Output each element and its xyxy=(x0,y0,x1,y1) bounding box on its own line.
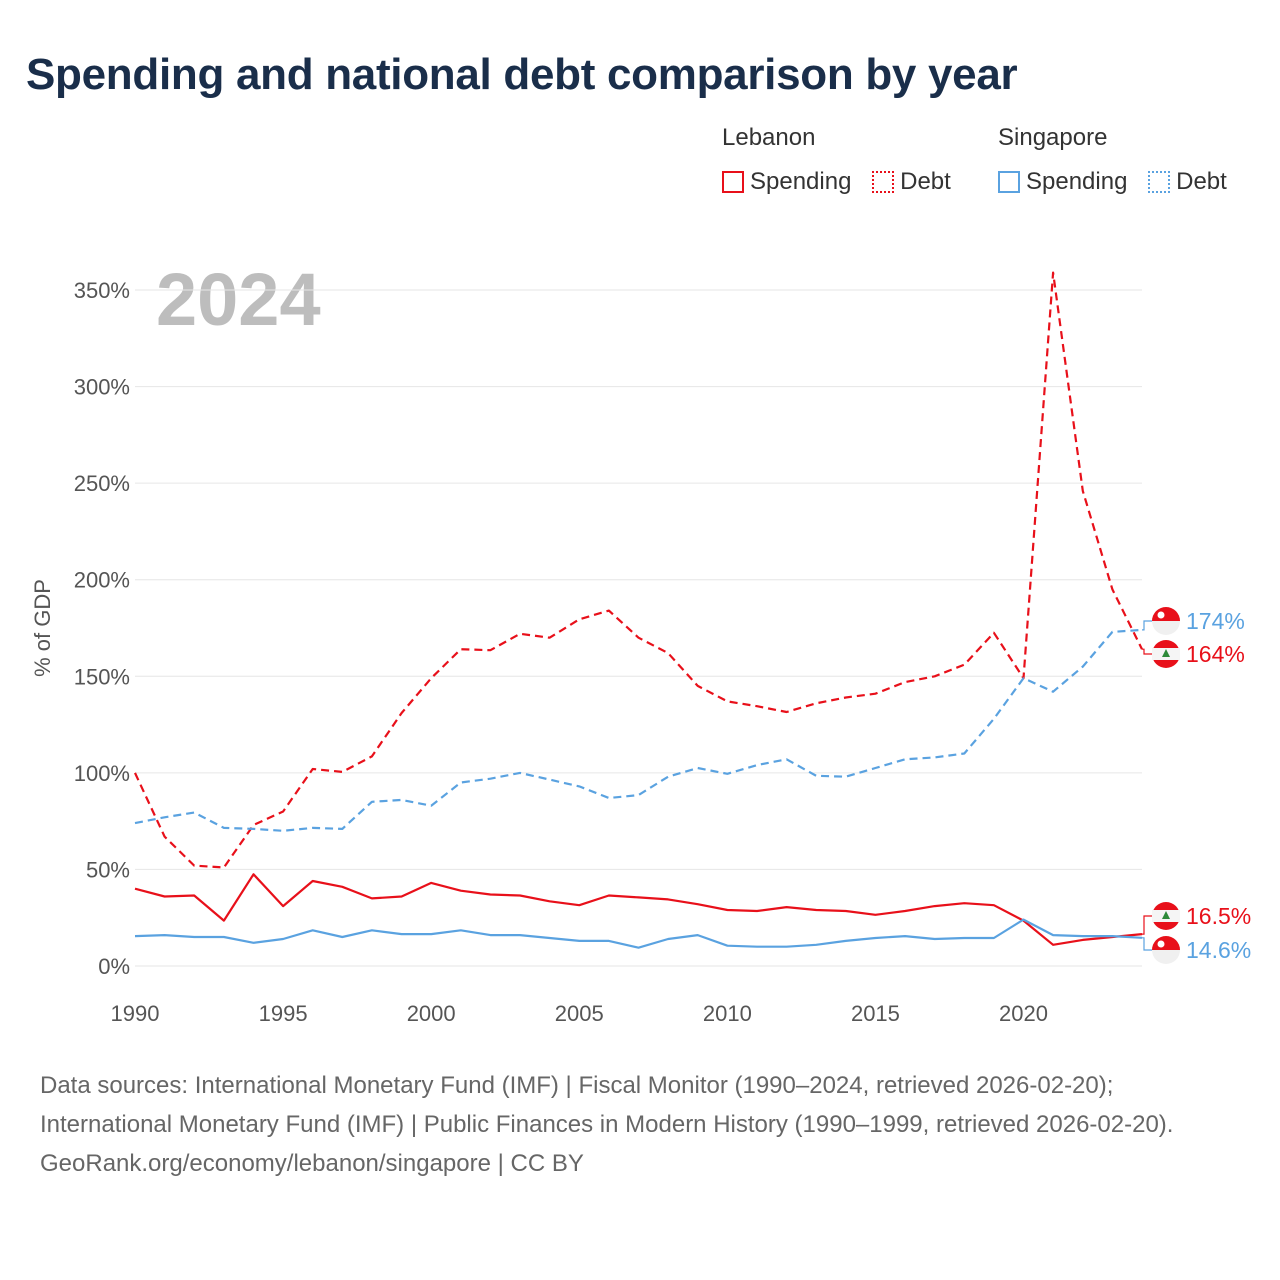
footer: Data sources: International Monetary Fun… xyxy=(40,1066,1240,1183)
x-tick-label: 2020 xyxy=(999,1001,1048,1026)
legend-lebanon-debt[interactable]: Debt xyxy=(872,168,951,196)
legend-swatch-singapore-debt xyxy=(1148,171,1171,193)
year-watermark: 2024 xyxy=(156,258,321,341)
end-label-lebanon-debt: 164% xyxy=(1186,641,1245,667)
series-line-singapore-debt xyxy=(134,628,1143,832)
legend-singapore-debt[interactable]: Debt xyxy=(1148,168,1227,196)
singapore-flag-crescent xyxy=(1157,940,1165,948)
legend-singapore-spending-label: Spending xyxy=(1026,168,1128,195)
line-chart: 2024 0% 50% 100% 150% 200% 250% 300% 350% 1990 199… xyxy=(30,258,1251,1026)
legend-singapore: Singapore Spending Debt xyxy=(998,124,1241,200)
connector-lebanon-spending xyxy=(1142,915,1152,935)
end-label-lebanon-spending: 16.5% xyxy=(1186,903,1251,929)
legend-swatch-lebanon-debt xyxy=(872,171,895,193)
legend-singapore-debt-label: Debt xyxy=(1176,168,1227,195)
footer-credit[interactable]: GeoRank.org/economy/lebanon/singapore | … xyxy=(40,1150,584,1177)
legend-lebanon-spending-label: Spending xyxy=(750,168,852,195)
x-tick-label: 1990 xyxy=(111,1001,160,1026)
singapore-flag-crescent xyxy=(1157,611,1165,619)
singapore-flag-red-half xyxy=(1152,936,1180,950)
connector-lebanon-debt xyxy=(1142,648,1152,655)
y-tick-label: 200% xyxy=(74,568,130,593)
legend-swatch-singapore-spending xyxy=(998,171,1020,193)
series-line-singapore-spending xyxy=(134,918,1143,949)
legend-lebanon-title: Lebanon xyxy=(722,124,816,151)
y-tick-label: 350% xyxy=(74,278,130,303)
y-tick-label: 50% xyxy=(86,857,130,882)
footer-sources: Data sources: International Monetary Fun… xyxy=(40,1072,1174,1138)
lebanon-flag-cedar xyxy=(1162,649,1170,657)
y-tick-label: 100% xyxy=(74,761,130,786)
end-label-singapore-spending: 14.6% xyxy=(1186,937,1251,963)
chart-title: Spending and national debt comparison by… xyxy=(26,50,1018,99)
legend-singapore-spending[interactable]: Spending xyxy=(998,168,1127,196)
y-tick-label: 0% xyxy=(98,954,130,979)
y-axis-label: % of GDP xyxy=(30,579,55,677)
x-tick-label: 2000 xyxy=(407,1001,456,1026)
series-line-lebanon-spending xyxy=(134,873,1143,946)
lebanon-flag-cedar xyxy=(1162,911,1170,919)
end-label-singapore-debt: 174% xyxy=(1186,608,1245,634)
connector-singapore-spending xyxy=(1142,937,1152,951)
y-tick-label: 250% xyxy=(74,471,130,496)
x-tick-label: 2005 xyxy=(555,1001,604,1026)
series-line-lebanon-debt xyxy=(134,271,1143,869)
y-tick-label: 150% xyxy=(74,664,130,689)
legend-swatch-lebanon-spending xyxy=(722,171,744,193)
legend-singapore-title: Singapore xyxy=(998,124,1108,151)
x-tick-label: 2015 xyxy=(851,1001,900,1026)
legend-lebanon-spending[interactable]: Spending xyxy=(722,168,851,196)
y-tick-label: 300% xyxy=(74,375,130,400)
singapore-flag-red-half xyxy=(1152,607,1180,621)
legend-lebanon-debt-label: Debt xyxy=(900,168,951,195)
x-tick-label: 2010 xyxy=(703,1001,752,1026)
x-tick-label: 1995 xyxy=(259,1001,308,1026)
connector-singapore-debt xyxy=(1142,620,1152,631)
legend-lebanon: Lebanon Spending Debt xyxy=(722,124,965,200)
